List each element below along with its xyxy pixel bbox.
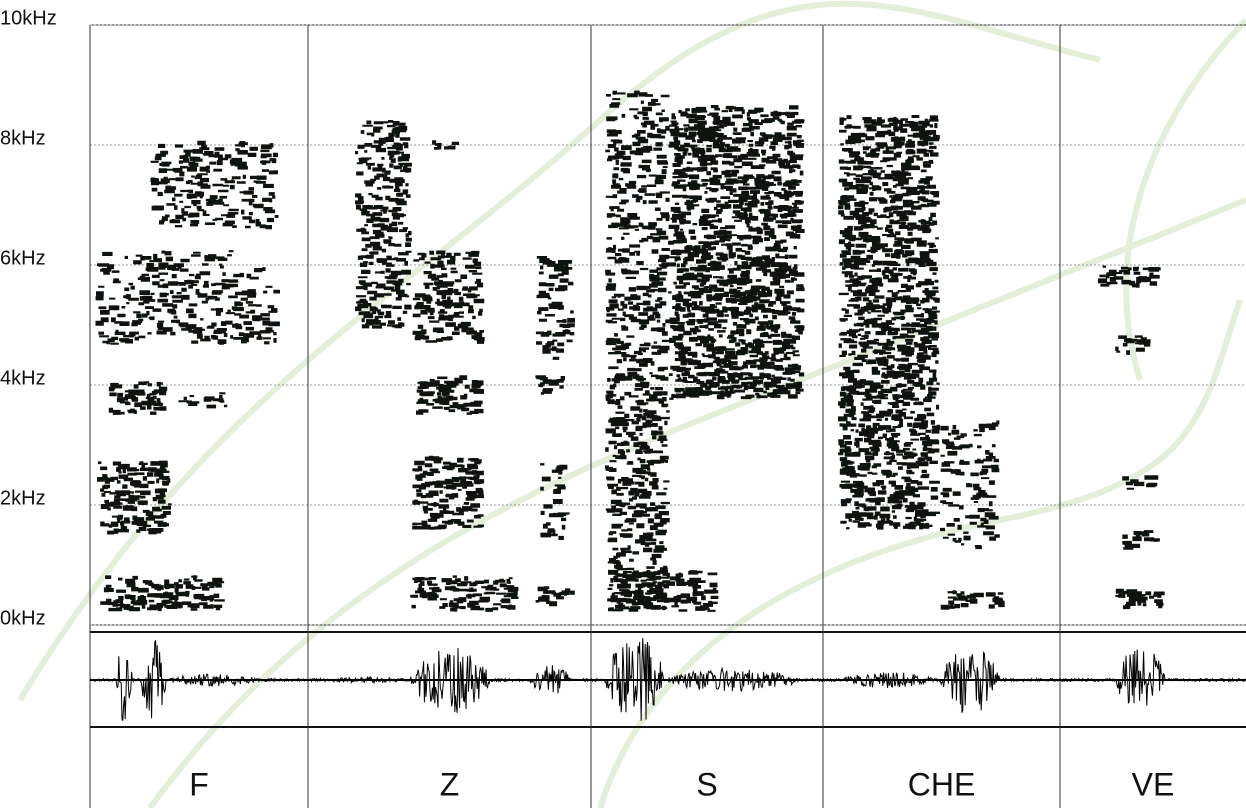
background-decoration	[20, 4, 1246, 808]
spectral-energy	[540, 463, 570, 540]
spectral-energy	[668, 105, 805, 400]
spectral-energy	[432, 140, 459, 150]
y-tick-label: 8kHz	[0, 127, 46, 149]
spectral-energy	[1115, 589, 1164, 609]
spectral-energy	[1122, 530, 1160, 550]
spectral-energy	[536, 586, 575, 606]
y-tick-label: 6kHz	[0, 247, 46, 269]
spectral-energy	[109, 381, 167, 415]
spectral-energy	[412, 456, 484, 530]
spectral-energy	[355, 120, 412, 329]
chart: 0kHz 2kHz 4kHz 6kHz 8kHz 10kHz F Z S CHE VE	[0, 0, 1246, 808]
segment-label: S	[696, 766, 717, 802]
segment-label: F	[189, 766, 209, 802]
spectral-energy	[410, 575, 518, 612]
spectral-energy	[97, 461, 172, 535]
segment-label: Z	[440, 766, 460, 802]
spectral-energy	[838, 115, 940, 530]
spectral-energy	[100, 575, 225, 611]
spectral-energy	[535, 375, 565, 394]
spectral-energy	[1122, 475, 1158, 490]
y-tick-label: 4kHz	[0, 367, 46, 389]
spectral-energy	[416, 375, 484, 415]
spectral-energy	[1098, 266, 1161, 288]
spectral-energy	[941, 590, 1005, 610]
y-tick-label: 2kHz	[0, 487, 46, 509]
spectral-energy	[605, 91, 670, 610]
spectral-energy	[178, 392, 227, 408]
spectral-energy	[536, 256, 575, 360]
segment-label: CHE	[908, 766, 976, 802]
spectral-energy	[96, 250, 281, 345]
y-tick-label: 0kHz	[0, 607, 46, 629]
page: 0kHz2kHz4kHz6kHz8kHz10kHzFZSCHEVE (() =>…	[0, 0, 1246, 808]
segment-label: VE	[1132, 766, 1175, 802]
spectral-energy	[151, 141, 279, 230]
y-tick-label: 10kHz	[0, 7, 57, 29]
